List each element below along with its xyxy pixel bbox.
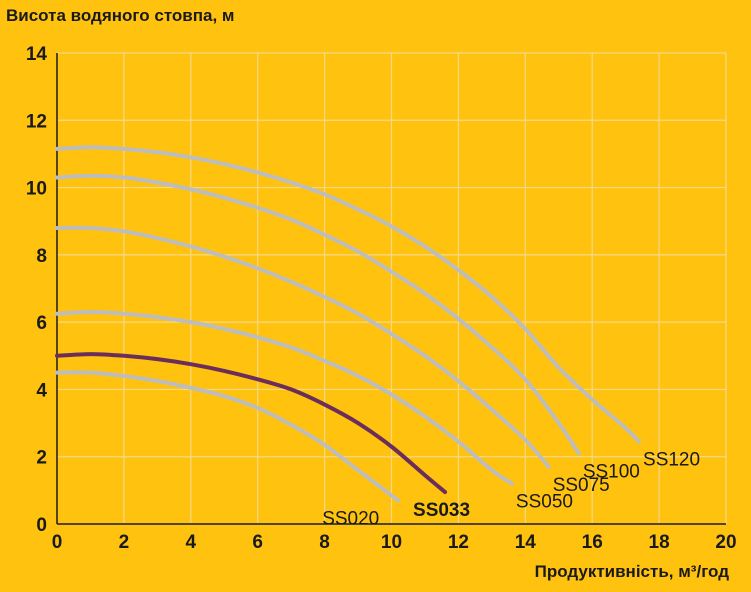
x-tick-label: 4 — [186, 532, 197, 553]
x-tick-label: 10 — [381, 532, 402, 553]
series-label-ss033: SS033 — [413, 500, 470, 521]
x-tick-label: 16 — [582, 532, 603, 553]
series-line-ss075 — [55, 225, 551, 469]
series-line-ss050 — [55, 310, 514, 486]
series-label-ss020: SS020 — [322, 508, 379, 529]
y-tick-label: 6 — [36, 313, 47, 334]
x-tick-label: 18 — [649, 532, 670, 553]
series-label-ss120: SS120 — [643, 450, 700, 471]
x-tick-label: 20 — [715, 532, 736, 553]
y-tick-label: 8 — [36, 246, 47, 267]
series-label-ss100: SS100 — [583, 461, 640, 482]
series-line-ss100 — [55, 173, 581, 456]
x-tick-label: 2 — [119, 532, 130, 553]
x-axis-title: Продуктивність, м³/год — [534, 562, 729, 581]
x-tick-label: 14 — [515, 532, 537, 553]
x-tick-label: 0 — [52, 532, 63, 553]
y-tick-label: 14 — [26, 44, 48, 65]
axes: 0 2 4 6 8 10 12 14 16 18 20 0 2 4 6 8 10 12 14 — [26, 44, 737, 553]
y-tick-label: 12 — [26, 111, 47, 132]
x-tick-label: 8 — [319, 532, 330, 553]
y-axis-title: Висота водяного стовпа, м — [6, 6, 235, 25]
y-tick-label: 0 — [36, 515, 47, 536]
x-tick-label: 6 — [252, 532, 263, 553]
x-tick-label: 12 — [448, 532, 469, 553]
series-label-ss050: SS050 — [516, 492, 573, 513]
series-line-ss120 — [55, 145, 642, 444]
series-lines — [55, 145, 642, 503]
y-tick-label: 2 — [36, 448, 47, 469]
grid — [56, 52, 727, 525]
series-line-ss033 — [55, 352, 448, 495]
y-tick-label: 4 — [36, 380, 47, 401]
series-line-ss020 — [55, 370, 401, 503]
y-tick-label: 10 — [26, 179, 47, 200]
series-label-ss075: SS075 — [553, 475, 610, 496]
